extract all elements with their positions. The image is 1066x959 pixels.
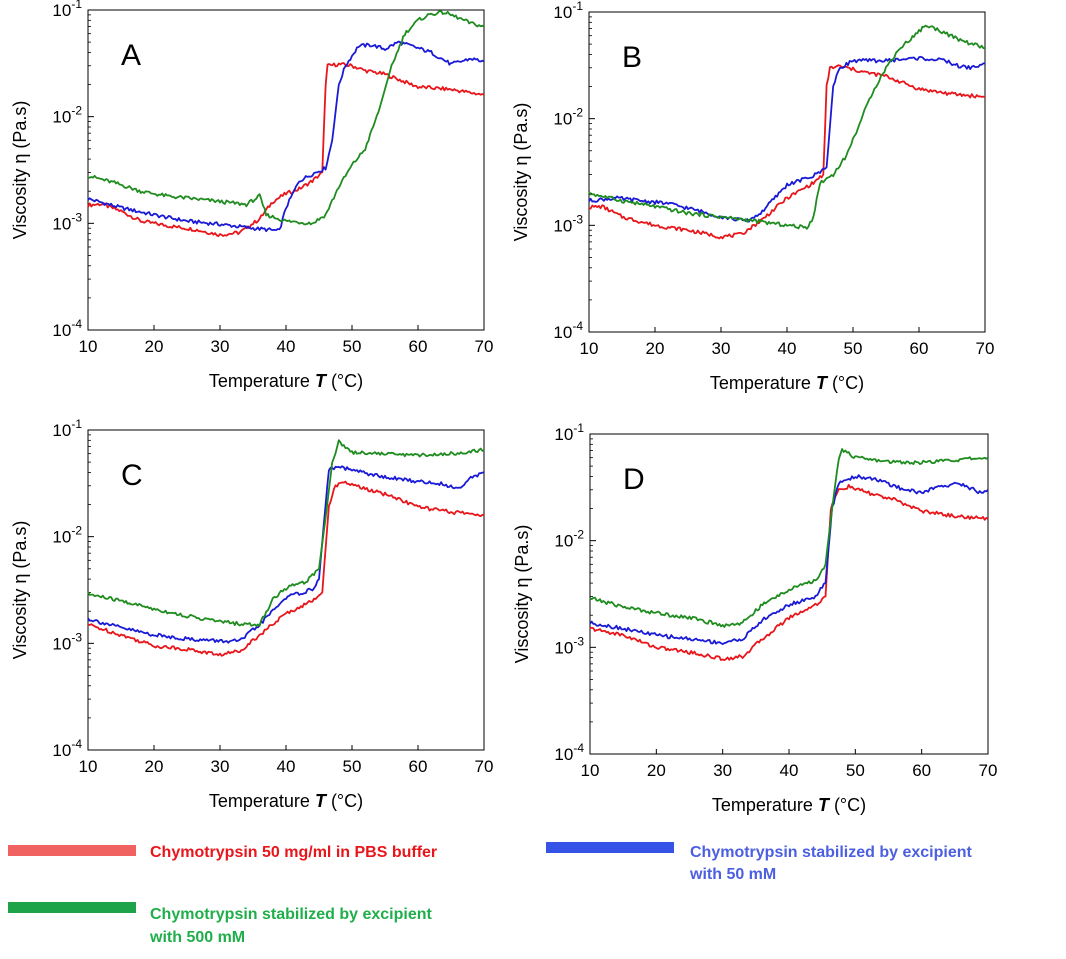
x-tick-label: 40 [277, 337, 296, 356]
panel-b: 10 20 30 40 50 60 70 10-4 10-3 10-2 10-1 B Temperatu… [511, 0, 994, 393]
y-tick-label: 10-2 [554, 528, 584, 551]
x-tick-label: 10 [581, 761, 600, 780]
legend: Chymotrypsin 50 mg/ml in PBS buffer Chym… [8, 842, 973, 946]
series-line-green [588, 24, 986, 230]
y-tick-label: 10-4 [554, 741, 584, 764]
x-tick-label: 60 [409, 337, 428, 356]
y-tick-label: 10-3 [554, 634, 584, 657]
x-tick-label: 30 [712, 339, 731, 358]
panel-letter: B [622, 41, 642, 74]
x-tick-label: 20 [145, 757, 164, 776]
panel-letter: D [623, 463, 645, 496]
x-tick-label: 60 [409, 757, 428, 776]
y-tick-label: 10-3 [52, 630, 82, 653]
x-tick-label: 70 [475, 757, 494, 776]
legend-label-red: Chymotrypsin 50 mg/ml in PBS buffer [150, 844, 437, 861]
x-tick-label: 60 [912, 761, 931, 780]
series-line-green [87, 10, 485, 226]
x-axis-label: Temperature T (°C) [712, 795, 866, 815]
series-line-blue [589, 474, 989, 645]
x-tick-label: 50 [343, 757, 362, 776]
panel-c: 10 20 30 40 50 60 70 10-4 10-3 10-2 10-1 C Temperatu… [10, 417, 493, 811]
series-line-red [87, 62, 485, 238]
series-line-green [589, 448, 989, 628]
y-tick-label: 10-1 [52, 417, 82, 440]
x-tick-label: 50 [844, 339, 863, 358]
x-tick-label: 40 [780, 761, 799, 780]
y-axis-label: Viscosity η (Pa.s) [10, 521, 30, 660]
series-line-red [589, 64, 986, 240]
y-tick-label: 10-2 [52, 104, 82, 127]
plot-frame-a [87, 9, 485, 331]
x-tick-label: 20 [646, 339, 665, 358]
x-tick-label: 10 [79, 337, 98, 356]
x-tick-label: 10 [580, 339, 599, 358]
y-tick-label: 10-1 [554, 421, 584, 444]
y-axis-label: Viscosity η (Pa.s) [511, 103, 531, 242]
y-tick-label: 10-3 [52, 210, 82, 233]
y-axis-label: Viscosity η (Pa.s) [10, 101, 30, 240]
legend-label-blue-line2: with 50 mM [689, 866, 776, 883]
y-tick-label: 10-1 [52, 0, 82, 20]
y-tick-label: 10-3 [553, 212, 583, 235]
x-tick-label: 10 [79, 757, 98, 776]
y-axis-label: Viscosity η (Pa.s) [512, 525, 532, 664]
y-tick-label: 10-4 [553, 319, 583, 342]
series-line-red [590, 484, 989, 661]
panel-letter: A [121, 39, 141, 72]
panel-letter: C [121, 459, 143, 492]
series-line-green [87, 439, 485, 627]
plot-frame-d [589, 433, 989, 755]
x-tick-label: 30 [713, 761, 732, 780]
y-tick-label: 10-2 [553, 106, 583, 129]
x-tick-label: 50 [846, 761, 865, 780]
y-tick-label: 10-2 [52, 524, 82, 547]
x-tick-label: 70 [979, 761, 998, 780]
x-axis-label: Temperature T (°C) [209, 371, 363, 391]
x-tick-label: 40 [277, 757, 296, 776]
series-line-blue [87, 40, 485, 233]
x-tick-label: 60 [910, 339, 929, 358]
legend-swatch-red [8, 845, 136, 856]
x-axis-label: Temperature T (°C) [710, 373, 864, 393]
x-tick-label: 40 [778, 339, 797, 358]
x-tick-label: 20 [647, 761, 666, 780]
series-line-blue [588, 55, 985, 223]
y-tick-label: 10-4 [52, 317, 82, 340]
series-line-red [87, 480, 485, 657]
legend-swatch-blue [546, 842, 674, 853]
x-tick-label: 30 [211, 337, 230, 356]
panel-d: 10 20 30 40 50 60 70 10-4 10-3 10-2 10-1 D Temperatu… [512, 421, 997, 815]
legend-label-green-line2: with 500 mM [149, 929, 245, 946]
x-tick-label: 20 [145, 337, 164, 356]
y-tick-label: 10-4 [52, 737, 82, 760]
legend-swatch-green [8, 902, 136, 913]
x-tick-label: 70 [475, 337, 494, 356]
x-tick-label: 30 [211, 757, 230, 776]
legend-label-blue-line1: Chymotrypsin stabilized by excipient [690, 844, 973, 861]
legend-label-green-line1: Chymotrypsin stabilized by excipient [150, 906, 433, 923]
x-tick-label: 70 [976, 339, 995, 358]
x-tick-label: 50 [343, 337, 362, 356]
series-line-blue [87, 465, 485, 644]
y-tick-label: 10-1 [553, 0, 583, 22]
x-axis-label: Temperature T (°C) [209, 791, 363, 811]
panel-a: 10 20 30 40 50 60 70 10-4 10-3 10-2 10-1 A Temperatu… [10, 0, 493, 391]
